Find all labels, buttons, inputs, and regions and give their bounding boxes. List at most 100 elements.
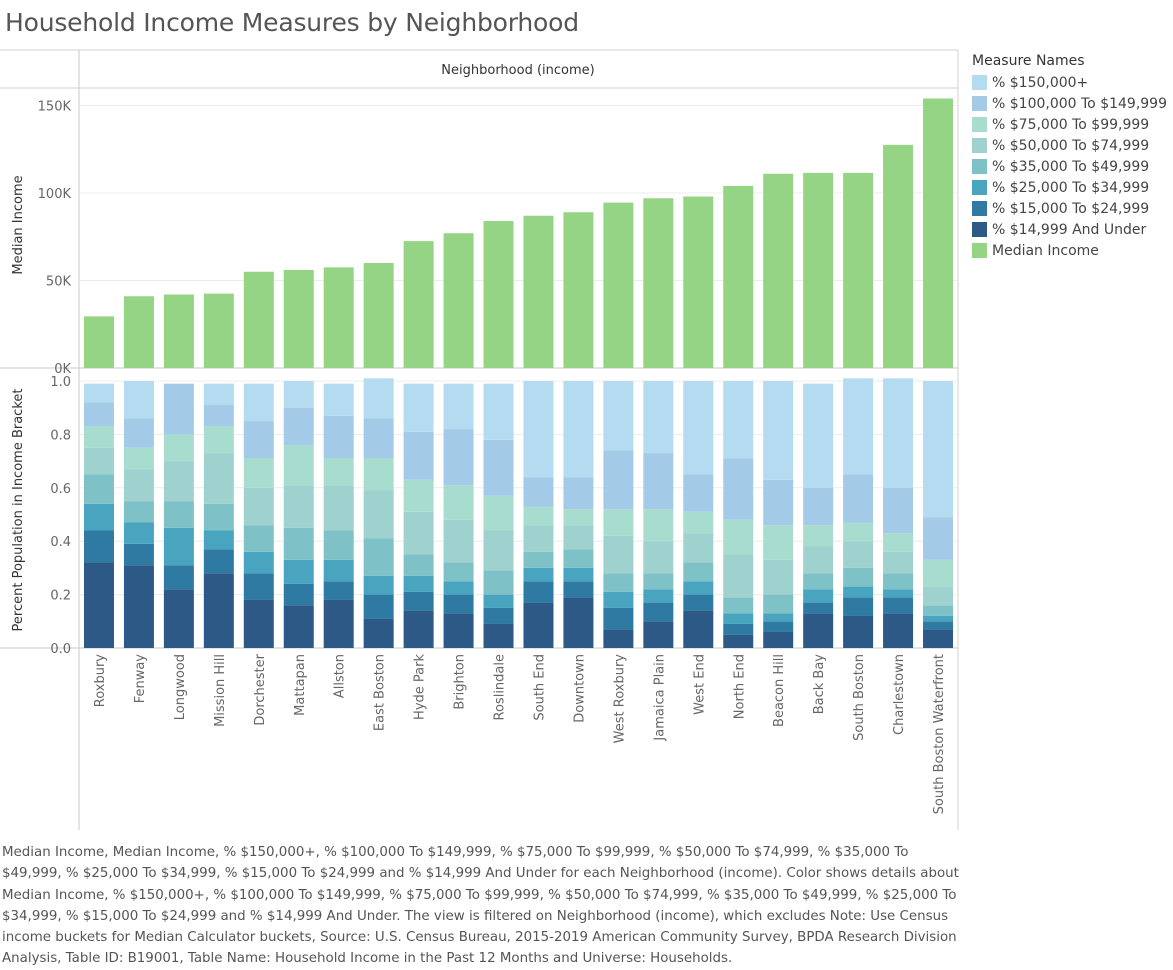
legend-item[interactable]: Median Income xyxy=(972,240,1167,261)
income-bracket-segment[interactable] xyxy=(283,407,314,446)
income-bracket-segment[interactable] xyxy=(323,530,354,560)
income-bracket-segment[interactable] xyxy=(763,594,794,614)
income-bracket-segment[interactable] xyxy=(683,610,714,648)
income-bracket-segment[interactable] xyxy=(363,538,394,576)
income-bracket-segment[interactable] xyxy=(243,421,274,459)
income-bracket-segment[interactable] xyxy=(843,474,874,523)
income-bracket-segment[interactable] xyxy=(603,629,634,648)
income-bracket-segment[interactable] xyxy=(123,447,154,470)
income-bracket-segment[interactable] xyxy=(123,418,154,448)
income-bracket-segment[interactable] xyxy=(203,405,234,427)
income-bracket-segment[interactable] xyxy=(803,589,834,603)
income-bracket-segment[interactable] xyxy=(483,383,514,440)
income-bracket-segment[interactable] xyxy=(203,573,234,648)
income-bracket-segment[interactable] xyxy=(723,597,754,614)
income-bracket-segment[interactable] xyxy=(883,533,914,552)
median-income-bar[interactable] xyxy=(83,316,114,368)
income-bracket-segment[interactable] xyxy=(883,589,914,598)
income-bracket-segment[interactable] xyxy=(683,511,714,534)
income-bracket-segment[interactable] xyxy=(363,378,394,419)
income-bracket-segment[interactable] xyxy=(283,605,314,648)
income-bracket-segment[interactable] xyxy=(243,551,274,574)
median-income-bar[interactable] xyxy=(523,215,554,368)
income-bracket-segment[interactable] xyxy=(923,517,954,560)
median-income-bar[interactable] xyxy=(163,294,194,369)
income-bracket-segment[interactable] xyxy=(843,567,874,587)
income-bracket-segment[interactable] xyxy=(563,509,594,526)
income-bracket-segment[interactable] xyxy=(843,522,874,542)
income-bracket-segment[interactable] xyxy=(283,527,314,560)
median-income-bar[interactable] xyxy=(923,98,954,369)
income-bracket-segment[interactable] xyxy=(643,453,674,510)
income-bracket-segment[interactable] xyxy=(683,581,714,595)
income-bracket-segment[interactable] xyxy=(563,581,594,598)
income-bracket-segment[interactable] xyxy=(283,485,314,528)
income-bracket-segment[interactable] xyxy=(123,381,154,419)
income-bracket-segment[interactable] xyxy=(843,615,874,648)
income-bracket-segment[interactable] xyxy=(203,426,234,454)
income-bracket-segment[interactable] xyxy=(323,383,354,416)
income-bracket-segment[interactable] xyxy=(923,586,954,606)
income-bracket-segment[interactable] xyxy=(763,631,794,648)
income-bracket-segment[interactable] xyxy=(563,381,594,478)
income-bracket-segment[interactable] xyxy=(723,381,754,459)
income-bracket-segment[interactable] xyxy=(323,559,354,582)
income-bracket-segment[interactable] xyxy=(683,474,714,512)
income-bracket-segment[interactable] xyxy=(603,450,634,510)
income-bracket-segment[interactable] xyxy=(643,589,674,603)
income-bracket-segment[interactable] xyxy=(403,431,434,480)
income-bracket-segment[interactable] xyxy=(603,509,634,536)
income-bracket-segment[interactable] xyxy=(203,383,234,406)
income-bracket-segment[interactable] xyxy=(163,527,194,566)
income-bracket-segment[interactable] xyxy=(363,458,394,491)
income-bracket-segment[interactable] xyxy=(323,458,354,486)
income-bracket-segment[interactable] xyxy=(803,602,834,614)
median-income-bar[interactable] xyxy=(643,198,674,368)
income-bracket-segment[interactable] xyxy=(283,381,314,408)
median-income-bar[interactable] xyxy=(323,267,354,368)
legend-item[interactable]: % $150,000+ xyxy=(972,72,1167,93)
income-bracket-segment[interactable] xyxy=(723,613,754,624)
income-bracket-segment[interactable] xyxy=(443,581,474,595)
median-income-bar[interactable] xyxy=(803,172,834,368)
income-bracket-segment[interactable] xyxy=(443,383,474,430)
income-bracket-segment[interactable] xyxy=(443,562,474,582)
income-bracket-segment[interactable] xyxy=(363,575,394,595)
income-bracket-segment[interactable] xyxy=(403,591,434,611)
income-bracket-segment[interactable] xyxy=(563,525,594,550)
income-bracket-segment[interactable] xyxy=(763,479,794,526)
median-income-bar[interactable] xyxy=(763,173,794,368)
income-bracket-segment[interactable] xyxy=(603,535,634,574)
median-income-bar[interactable] xyxy=(363,263,394,368)
median-income-bar[interactable] xyxy=(403,241,434,368)
legend-item[interactable]: % $25,000 To $34,999 xyxy=(972,177,1167,198)
income-bracket-segment[interactable] xyxy=(243,487,274,526)
income-bracket-segment[interactable] xyxy=(363,490,394,539)
median-income-bar[interactable] xyxy=(683,196,714,369)
income-bracket-segment[interactable] xyxy=(443,613,474,648)
income-bracket-segment[interactable] xyxy=(803,383,834,488)
income-bracket-segment[interactable] xyxy=(163,565,194,590)
income-bracket-segment[interactable] xyxy=(643,541,674,574)
income-bracket-segment[interactable] xyxy=(83,383,114,403)
income-bracket-segment[interactable] xyxy=(83,402,114,427)
income-bracket-segment[interactable] xyxy=(763,613,794,622)
income-bracket-segment[interactable] xyxy=(523,551,554,568)
income-bracket-segment[interactable] xyxy=(403,383,434,432)
income-bracket-segment[interactable] xyxy=(763,559,794,595)
income-bracket-segment[interactable] xyxy=(883,573,914,590)
legend-item[interactable]: % $100,000 To $149,999 xyxy=(972,93,1167,114)
income-bracket-segment[interactable] xyxy=(923,615,954,622)
income-bracket-segment[interactable] xyxy=(403,511,434,555)
income-bracket-segment[interactable] xyxy=(643,602,674,622)
income-bracket-segment[interactable] xyxy=(83,530,114,563)
income-bracket-segment[interactable] xyxy=(483,439,514,496)
income-bracket-segment[interactable] xyxy=(683,562,714,582)
income-bracket-segment[interactable] xyxy=(643,621,674,648)
income-bracket-segment[interactable] xyxy=(283,445,314,486)
income-bracket-segment[interactable] xyxy=(603,607,634,630)
income-bracket-segment[interactable] xyxy=(483,570,514,595)
income-bracket-segment[interactable] xyxy=(243,525,274,552)
income-bracket-segment[interactable] xyxy=(523,581,554,603)
income-bracket-segment[interactable] xyxy=(723,623,754,635)
